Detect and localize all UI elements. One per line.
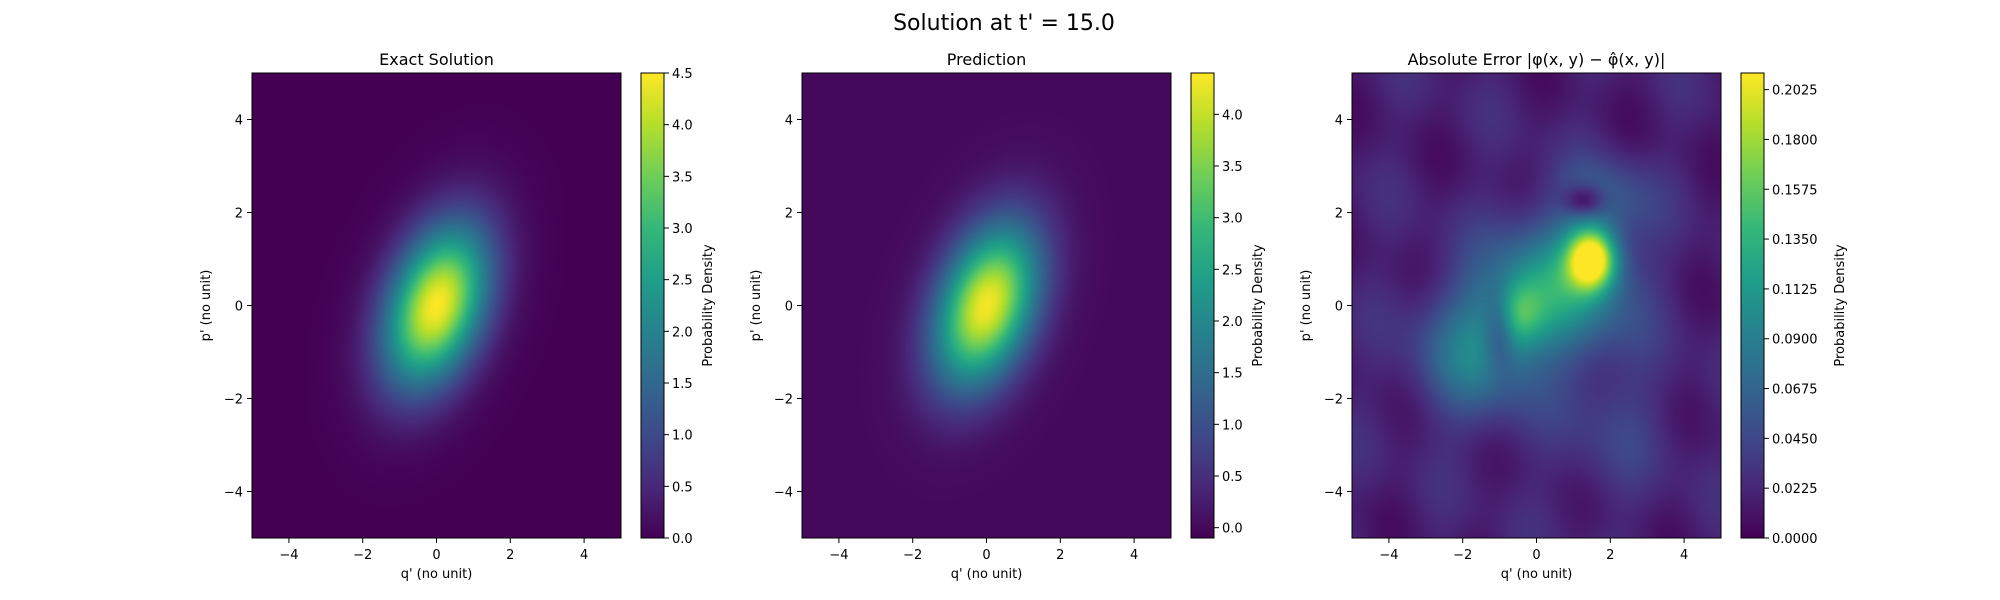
y-tick-label: 4 <box>1335 114 1343 129</box>
x-tick-label: 4 <box>1130 548 1138 563</box>
panel-2: Prediction −4 −2 0 2 4 −4 −2 0 2 4 q' (no unit) p' (… <box>749 50 1266 582</box>
colorbar-tick-label: 3.0 <box>672 222 693 237</box>
heatmap-image <box>252 73 621 538</box>
y-tick-label: −2 <box>224 393 243 408</box>
y-tick-label: 0 <box>785 300 793 315</box>
panel-title: Absolute Error |φ(x, y) − φ̂(x, y)| <box>1408 50 1666 69</box>
colorbar-tick-label: 0.2025 <box>1772 84 1818 99</box>
colorbar-tick-label: 1.5 <box>1222 367 1243 382</box>
x-axis-label: q' (no unit) <box>1501 567 1573 582</box>
y-tick-label: 4 <box>785 114 793 129</box>
x-tick-label: −2 <box>903 548 922 563</box>
colorbar-tick-label: 1.0 <box>1222 418 1243 433</box>
x-tick-label: 4 <box>1680 548 1688 563</box>
x-tick-label: 0 <box>982 548 990 563</box>
colorbar-tick-label: 2.0 <box>1222 315 1243 330</box>
colorbar-tick-label: 4.0 <box>1222 108 1243 123</box>
colorbar-tick-label: 0.0450 <box>1772 432 1818 447</box>
x-tick-label: −4 <box>279 548 298 563</box>
y-tick-label: 2 <box>1335 207 1343 222</box>
x-axis-label: q' (no unit) <box>951 567 1023 582</box>
colorbar-tick-label: 0.0000 <box>1772 532 1818 547</box>
colorbar-tick-label: 4.5 <box>672 67 693 82</box>
colorbar-tick-label: 3.5 <box>1222 160 1243 175</box>
colorbar-tick-label: 0.1800 <box>1772 133 1818 148</box>
y-tick-label: 4 <box>235 114 243 129</box>
colorbar-tick-label: 0.0 <box>672 532 693 547</box>
colorbar-tick-label: 0.1125 <box>1772 283 1818 298</box>
colorbar-tick-label: 3.0 <box>1222 212 1243 227</box>
colorbar-tick-label: 0.5 <box>672 480 693 495</box>
y-tick-label: 2 <box>235 207 243 222</box>
x-tick-label: 0 <box>1532 548 1540 563</box>
x-tick-label: −2 <box>1453 548 1472 563</box>
figure-title: Solution at t' = 15.0 <box>893 11 1115 36</box>
colorbar-tick-label: 0.0675 <box>1772 383 1818 398</box>
colorbar <box>640 72 665 539</box>
colorbar-tick-label: 1.5 <box>672 377 693 392</box>
x-tick-label: 2 <box>1606 548 1614 563</box>
x-tick-label: −4 <box>1379 548 1398 563</box>
y-axis-label: p' (no unit) <box>199 270 214 342</box>
colorbar-tick-label: 0.0900 <box>1772 333 1818 348</box>
panel-3: Absolute Error |φ(x, y) − φ̂(x, y)| −4 −2 0… <box>1299 50 1848 582</box>
heatmap-image <box>802 73 1171 538</box>
x-tick-label: 4 <box>580 548 588 563</box>
colorbar-tick-label: 3.5 <box>672 170 693 185</box>
x-axis-label: q' (no unit) <box>401 567 473 582</box>
panel-title: Prediction <box>947 50 1026 69</box>
y-tick-label: −4 <box>224 486 243 501</box>
y-tick-label: −2 <box>1324 393 1343 408</box>
colorbar-tick-label: 4.0 <box>672 119 693 134</box>
colorbar-label: Probability Density <box>1833 244 1848 367</box>
colorbar-tick-label: 0.0 <box>1222 522 1243 537</box>
colorbar-tick-label: 0.5 <box>1222 470 1243 485</box>
x-tick-label: 2 <box>1056 548 1064 563</box>
y-tick-label: −4 <box>1324 486 1343 501</box>
x-tick-label: −2 <box>353 548 372 563</box>
panel-title: Exact Solution <box>379 50 494 69</box>
x-tick-label: 2 <box>506 548 514 563</box>
x-tick-label: −4 <box>829 548 848 563</box>
colorbar <box>1740 72 1765 539</box>
y-tick-label: 2 <box>785 207 793 222</box>
y-axis-label: p' (no unit) <box>1299 270 1314 342</box>
y-tick-label: −2 <box>774 393 793 408</box>
y-tick-label: −4 <box>774 486 793 501</box>
x-tick-label: 0 <box>432 548 440 563</box>
panels: Exact Solution −4 −2 0 2 4 −4 −2 0 2 4 q' (no unit)… <box>199 50 1848 582</box>
colorbar-tick-label: 2.5 <box>672 274 693 289</box>
colorbar-label: Probability Density <box>701 244 716 367</box>
colorbar-tick-label: 2.0 <box>672 325 693 340</box>
colorbar-tick-label: 2.5 <box>1222 263 1243 278</box>
colorbar-tick-label: 0.1350 <box>1772 233 1818 248</box>
colorbar <box>1190 72 1215 539</box>
colorbar-tick-label: 0.1575 <box>1772 183 1818 198</box>
colorbar-tick-label: 0.0225 <box>1772 482 1818 497</box>
panel-1: Exact Solution −4 −2 0 2 4 −4 −2 0 2 4 q' (no unit)… <box>199 50 716 582</box>
y-axis-label: p' (no unit) <box>749 270 764 342</box>
colorbar-tick-label: 1.0 <box>672 429 693 444</box>
heatmap-image <box>1352 73 1721 538</box>
colorbar-label: Probability Density <box>1251 244 1266 367</box>
y-tick-label: 0 <box>1335 300 1343 315</box>
y-tick-label: 0 <box>235 300 243 315</box>
